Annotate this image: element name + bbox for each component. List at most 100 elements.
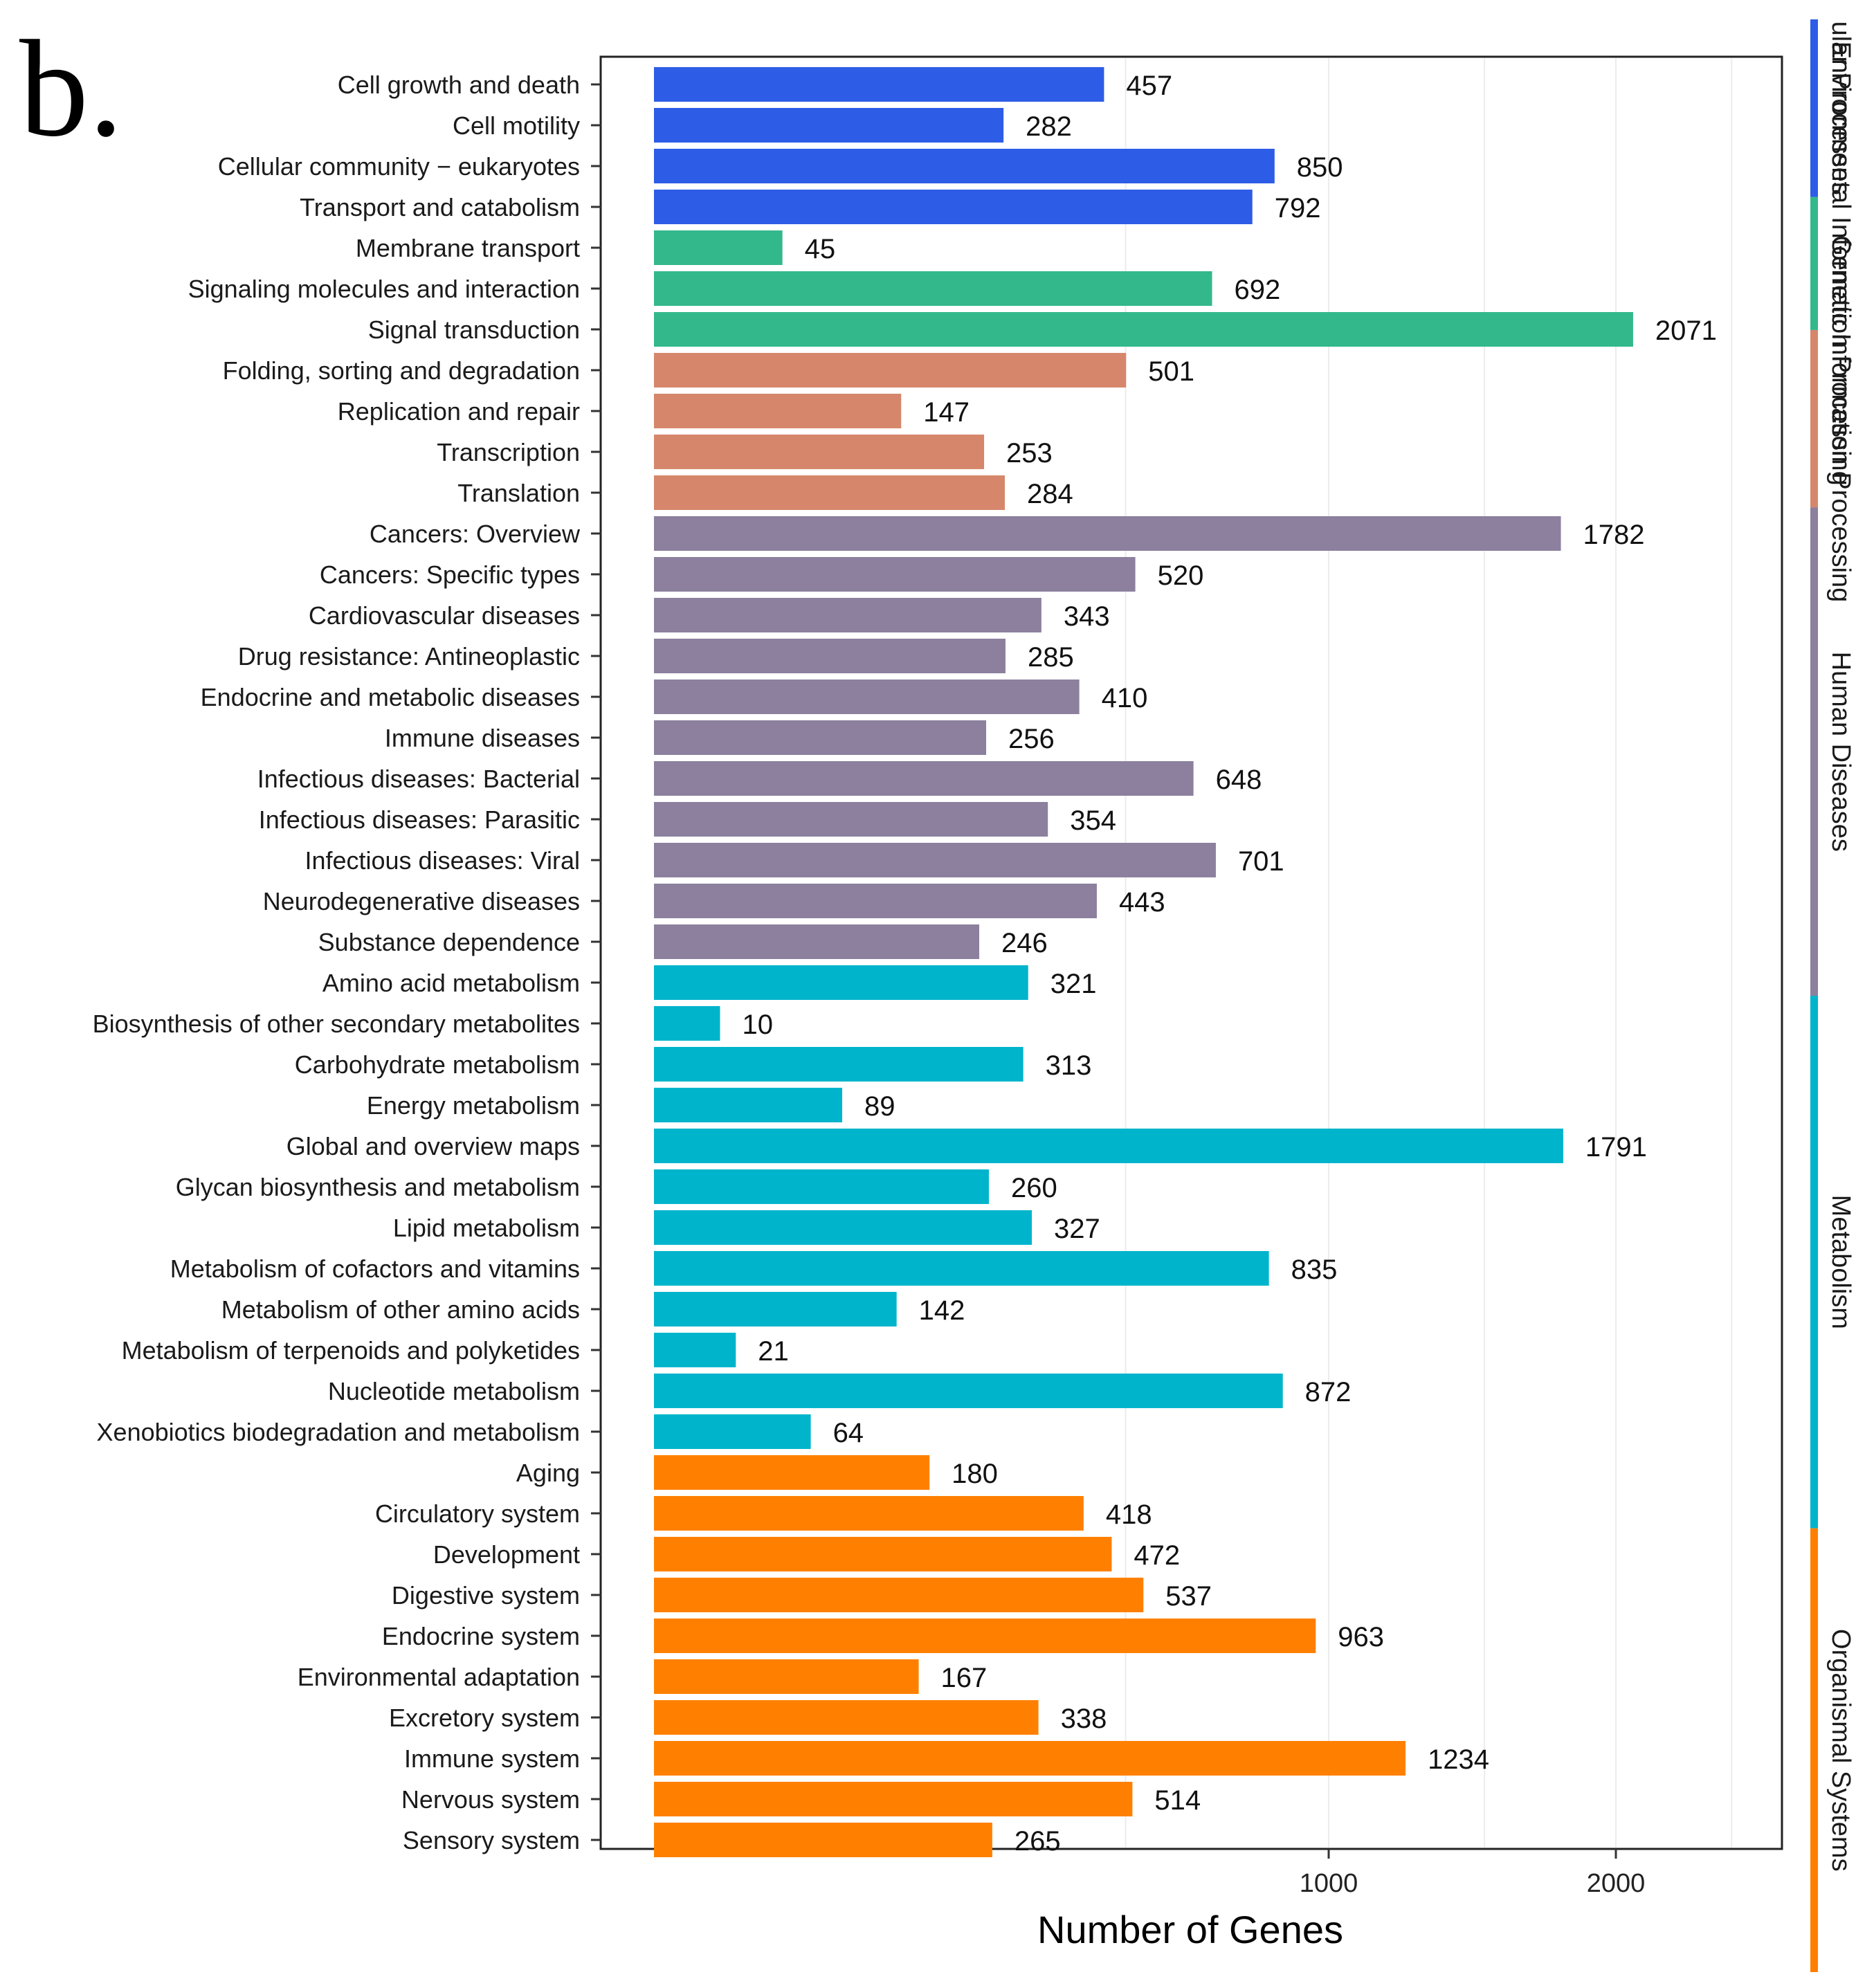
value-label: 180 [952, 1459, 998, 1489]
bar [654, 680, 1080, 714]
category-label: Infectious diseases: Bacterial [257, 765, 580, 793]
bar [654, 1251, 1269, 1286]
bar [654, 1169, 989, 1204]
bar [654, 965, 1028, 1000]
category-label: Sensory system [403, 1826, 580, 1854]
bar [654, 149, 1275, 183]
category-label: Infectious diseases: Viral [304, 846, 580, 875]
value-label: 256 [1008, 724, 1055, 754]
bar [654, 1047, 1024, 1082]
bar [654, 639, 1006, 673]
category-label: Translation [457, 479, 580, 507]
category-label: Xenobiotics biodegradation and metabolis… [97, 1418, 580, 1446]
group-strip [1810, 197, 1818, 330]
category-label: Neurodegenerative diseases [263, 887, 580, 915]
category-label: Folding, sorting and degradation [223, 356, 580, 385]
group-label: Metabolism [1826, 1195, 1855, 1329]
category-label: Glycan biosynthesis and metabolism [176, 1173, 580, 1201]
group-label: Human Diseases [1826, 652, 1855, 852]
bar [654, 1782, 1133, 1816]
value-label: 443 [1119, 887, 1165, 918]
value-label: 253 [1006, 438, 1053, 468]
value-label: 410 [1102, 683, 1148, 713]
bar [654, 1578, 1144, 1612]
category-label: Aging [516, 1459, 580, 1487]
bar [654, 1088, 842, 1122]
category-label: Cellular community − eukaryotes [218, 152, 580, 181]
category-label: Transport and catabolism [300, 193, 580, 221]
category-label: Environmental adaptation [298, 1663, 580, 1691]
group-strip [1810, 19, 1818, 197]
value-label: 343 [1064, 601, 1110, 632]
category-label: Metabolism of cofactors and vitamins [170, 1255, 580, 1283]
value-label: 354 [1070, 805, 1116, 836]
category-label: Excretory system [389, 1704, 580, 1732]
group-strip [1810, 329, 1818, 508]
value-label: 142 [919, 1295, 965, 1326]
category-label: Infectious diseases: Parasitic [259, 805, 580, 834]
category-label: Metabolism of terpenoids and polyketides [122, 1336, 580, 1365]
category-label: Membrane transport [356, 234, 580, 262]
value-label: 21 [758, 1336, 789, 1367]
bar [654, 475, 1006, 510]
value-label: 2071 [1655, 316, 1717, 346]
bar [654, 720, 987, 755]
value-label: 260 [1011, 1173, 1057, 1203]
value-label: 1782 [1583, 520, 1645, 550]
bar [654, 1741, 1406, 1776]
x-tick-label: 1000 [1300, 1869, 1358, 1898]
category-label: Global and overview maps [286, 1132, 580, 1160]
bar [654, 1659, 919, 1694]
category-label: Cell growth and death [338, 71, 580, 99]
group-label: Environmental Information Processing [1826, 42, 1855, 486]
value-label: 265 [1015, 1826, 1061, 1857]
bar [654, 190, 1253, 224]
group-strip [1810, 996, 1818, 1529]
value-label: 648 [1216, 765, 1262, 795]
category-label: Biosynthesis of other secondary metaboli… [93, 1010, 580, 1038]
category-label: Carbohydrate metabolism [295, 1050, 580, 1079]
value-label: 284 [1027, 479, 1073, 509]
bar [654, 1414, 811, 1449]
value-label: 10 [743, 1010, 774, 1040]
bar [654, 1292, 897, 1326]
bar [654, 557, 1136, 592]
category-label: Substance dependence [318, 928, 580, 956]
bar [654, 802, 1048, 837]
value-label: 537 [1165, 1581, 1212, 1612]
value-label: 835 [1291, 1255, 1338, 1285]
value-label: 282 [1026, 111, 1072, 142]
category-label: Nervous system [401, 1785, 580, 1814]
category-label: Cancers: Specific types [320, 560, 580, 589]
value-label: 327 [1054, 1214, 1100, 1244]
value-label: 246 [1001, 928, 1048, 958]
bar [654, 1823, 992, 1857]
bar [654, 843, 1216, 877]
bar [654, 1006, 720, 1041]
category-label: Nucleotide metabolism [328, 1377, 580, 1405]
value-label: 850 [1297, 152, 1343, 183]
category-label: Drug resistance: Antineoplastic [238, 642, 580, 671]
bar [654, 761, 1194, 796]
category-label: Digestive system [392, 1581, 580, 1609]
value-label: 338 [1061, 1704, 1107, 1734]
bar [654, 1700, 1039, 1735]
bar [654, 1496, 1084, 1531]
panel-label: b. [19, 12, 123, 165]
group-label: Organismal Systems [1826, 1629, 1855, 1872]
category-label: Metabolism of other amino acids [221, 1295, 580, 1324]
value-label: 963 [1338, 1622, 1384, 1652]
value-label: 501 [1148, 356, 1194, 387]
bar [654, 394, 902, 428]
bar [654, 924, 980, 959]
value-label: 45 [805, 234, 836, 264]
bar [654, 435, 985, 469]
category-label: Immune system [404, 1744, 580, 1773]
category-label: Energy metabolism [367, 1091, 580, 1120]
value-label: 520 [1158, 560, 1204, 591]
value-label: 285 [1028, 642, 1074, 673]
value-label: 147 [923, 397, 970, 428]
value-label: 457 [1126, 71, 1172, 101]
value-label: 692 [1235, 275, 1281, 305]
